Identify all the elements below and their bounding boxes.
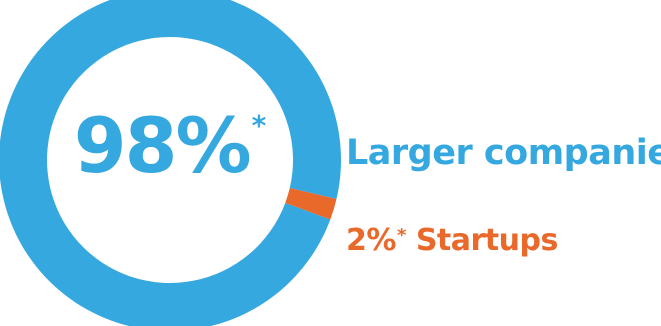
legend-startups: 2%* Startups xyxy=(346,226,558,256)
donut-center-label: 98%* xyxy=(55,108,285,184)
legend-larger-companies: Larger companies xyxy=(346,136,661,171)
legend-startups-asterisk: * xyxy=(396,225,406,246)
center-asterisk: * xyxy=(251,109,267,142)
donut-slices xyxy=(0,0,341,326)
legend-startups-label: Startups xyxy=(415,223,559,258)
legend-startups-value: 2% xyxy=(346,223,396,258)
slice-startups xyxy=(285,188,337,220)
center-percentage: 98% xyxy=(73,101,252,190)
legend-larger-companies-label: Larger companies xyxy=(346,133,661,173)
